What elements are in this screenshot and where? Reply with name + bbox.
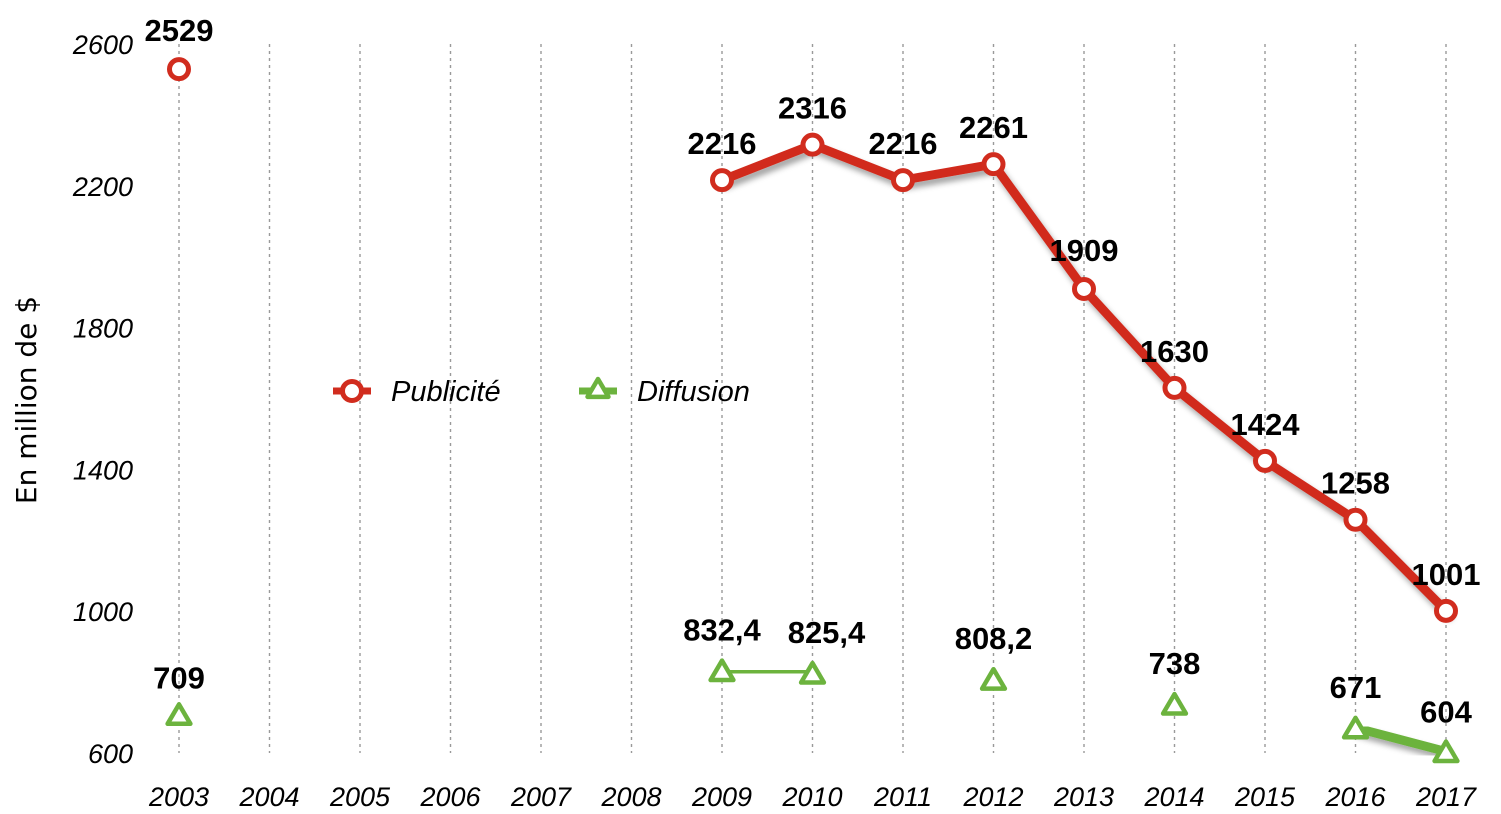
data-point bbox=[165, 702, 193, 727]
data-point bbox=[708, 658, 736, 683]
data-point bbox=[1434, 598, 1458, 623]
data-label: 709 bbox=[153, 660, 205, 695]
legend-label: Diffusion bbox=[637, 376, 750, 408]
data-point bbox=[1072, 276, 1096, 301]
x-axis-ticks: 2003 2004 2005 2006 2007 2008 2009 2010 2011 2012… bbox=[148, 782, 1477, 812]
legend-label: Publicité bbox=[391, 376, 501, 408]
x-tick-label: 2017 bbox=[1415, 782, 1477, 812]
data-point bbox=[1341, 715, 1370, 740]
data-point bbox=[798, 660, 827, 685]
data-label: 832,4 bbox=[683, 613, 761, 648]
x-tick-label: 2011 bbox=[873, 782, 932, 812]
data-point bbox=[979, 666, 1008, 691]
x-tick-label: 2004 bbox=[238, 782, 299, 812]
legend-marker bbox=[340, 379, 364, 403]
data-label: 1630 bbox=[1140, 334, 1209, 369]
x-tick-label: 2013 bbox=[1053, 782, 1114, 812]
data-point bbox=[710, 168, 734, 193]
data-label: 808,2 bbox=[955, 621, 1033, 656]
vertical-gridlines bbox=[178, 44, 1447, 753]
data-point bbox=[891, 168, 915, 193]
data-label: 604 bbox=[1420, 695, 1472, 730]
series-publicite bbox=[167, 57, 1458, 623]
data-label: 2216 bbox=[869, 126, 938, 161]
data-point bbox=[1432, 739, 1460, 764]
y-tick-label: 1400 bbox=[73, 455, 133, 485]
legend-marker bbox=[585, 376, 611, 400]
y-axis-label: En million de $ bbox=[10, 296, 43, 504]
x-tick-label: 2006 bbox=[419, 782, 481, 812]
x-tick-label: 2008 bbox=[600, 782, 661, 812]
legend: Publicité Diffusion bbox=[333, 376, 750, 408]
data-point bbox=[1160, 691, 1189, 716]
data-point bbox=[167, 57, 191, 82]
y-tick-label: 2200 bbox=[72, 172, 133, 202]
x-tick-label: 2012 bbox=[962, 782, 1023, 812]
data-label: 671 bbox=[1330, 670, 1382, 705]
x-tick-label: 2015 bbox=[1234, 782, 1296, 812]
data-label: 825,4 bbox=[788, 615, 866, 650]
data-label: 2529 bbox=[145, 13, 214, 48]
x-tick-label: 2010 bbox=[781, 782, 842, 812]
data-point bbox=[1162, 375, 1187, 400]
data-point bbox=[1343, 507, 1368, 532]
y-tick-label: 1000 bbox=[73, 597, 133, 627]
y-axis-ticks: 600 1000 1400 1800 2200 2600 bbox=[72, 30, 133, 769]
x-tick-label: 2009 bbox=[691, 782, 752, 812]
data-label: 738 bbox=[1149, 646, 1201, 681]
x-tick-label: 2014 bbox=[1143, 782, 1204, 812]
data-label: 1258 bbox=[1321, 466, 1390, 501]
data-labels: 2529 2216 2316 2216 2261 1909 1630 1424 1258 1001… bbox=[145, 13, 1481, 729]
x-tick-label: 2016 bbox=[1324, 782, 1386, 812]
data-label: 2316 bbox=[778, 91, 847, 126]
x-tick-label: 2007 bbox=[510, 782, 572, 812]
data-label: 2261 bbox=[959, 110, 1028, 145]
series-line bbox=[1351, 723, 1451, 757]
data-point bbox=[981, 152, 1006, 177]
y-tick-label: 600 bbox=[88, 739, 133, 769]
data-point bbox=[1253, 448, 1277, 473]
data-label: 1909 bbox=[1050, 233, 1119, 268]
y-tick-label: 1800 bbox=[73, 314, 133, 344]
y-tick-label: 2600 bbox=[72, 30, 133, 60]
series-layer bbox=[165, 57, 1460, 764]
data-label: 1001 bbox=[1412, 557, 1481, 592]
x-tick-label: 2003 bbox=[148, 782, 209, 812]
series-diffusion bbox=[165, 658, 1460, 764]
series-line bbox=[717, 666, 817, 678]
x-tick-label: 2005 bbox=[329, 782, 391, 812]
data-point bbox=[800, 132, 825, 157]
data-label: 1424 bbox=[1231, 407, 1301, 442]
data-label: 2216 bbox=[688, 126, 757, 161]
legend-item-diffusion: Diffusion bbox=[579, 376, 750, 408]
legend-item-publicite: Publicité bbox=[333, 376, 501, 408]
